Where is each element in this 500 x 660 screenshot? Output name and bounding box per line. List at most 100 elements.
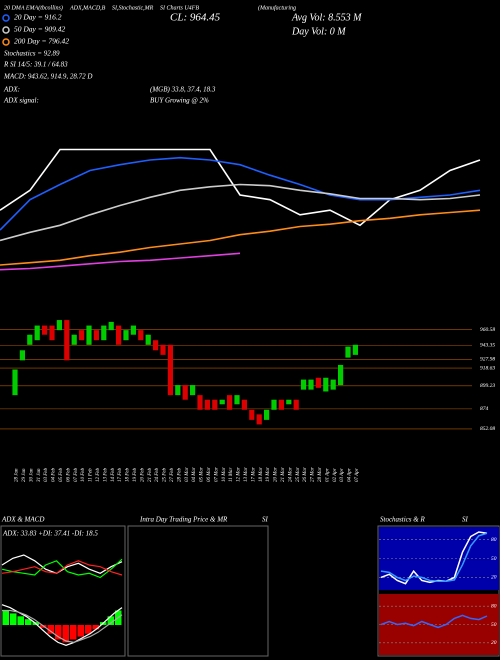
avg-volume: Avg Vol: 8.553 M	[291, 12, 362, 23]
x-tick-label: 17 Feb	[118, 467, 123, 482]
x-tick-label: 01 Apr	[325, 468, 330, 482]
header-text: 20 DMA EMA(tbcollins)	[4, 4, 63, 11]
candle-body	[12, 369, 18, 396]
macd-bar	[85, 625, 92, 634]
x-tick-label: 12 Mar	[237, 467, 242, 482]
indicator-note: Stochastics = 92.89	[4, 50, 60, 58]
indicator-note: (MGB) 33.8, 37.4, 18.3	[150, 86, 216, 94]
x-tick-label: 02 Apr	[333, 468, 338, 482]
candle-body	[19, 350, 25, 361]
candle-body	[264, 409, 270, 420]
candle-body	[34, 325, 40, 341]
y-tick-label: 20	[491, 575, 497, 581]
candle-body	[153, 340, 159, 351]
x-tick-label: 04 Apr	[348, 468, 353, 482]
panel-title: ADX & MACD	[1, 516, 44, 524]
candle-body	[123, 330, 129, 341]
candle-body	[219, 399, 225, 405]
candle-body	[160, 344, 166, 355]
x-tick-label: 07 Feb	[74, 467, 79, 482]
legend-swatch	[2, 14, 10, 22]
x-tick-label: 19 Feb	[133, 467, 138, 482]
macd-bar	[2, 610, 9, 625]
candle-body	[315, 377, 321, 388]
x-tick-label: 28 Jan	[15, 468, 20, 482]
candle-body	[234, 395, 240, 405]
y-tick-label: 80	[491, 537, 497, 543]
line-series	[0, 252, 241, 271]
macd-bar	[17, 616, 24, 625]
y-tick-label: 80	[491, 603, 497, 609]
line-series	[0, 148, 481, 227]
candle-body	[330, 379, 336, 390]
candle-body	[101, 325, 107, 341]
candle-body	[271, 399, 277, 410]
candle-body	[278, 399, 284, 410]
macd-bar	[107, 616, 114, 625]
x-tick-label: 28 Mar	[318, 467, 323, 482]
candle-body	[93, 330, 99, 341]
line-series	[0, 209, 481, 266]
line-series	[1, 558, 123, 579]
x-tick-label: 25 Feb	[163, 467, 168, 482]
legend-label: 200 Day = 796.42	[14, 37, 69, 46]
day-volume: Day Vol: 0 M	[291, 26, 346, 37]
macd-bar	[25, 619, 32, 625]
panel-title: SI	[462, 516, 469, 524]
indicator-note: ADX signal:	[3, 97, 39, 105]
macd-bar	[10, 613, 17, 625]
macd-bar	[62, 625, 69, 643]
candle-body	[79, 330, 85, 341]
macd-bar	[47, 625, 54, 634]
y-tick-label: 943.35	[480, 342, 495, 349]
x-tick-label: 03 Mar	[185, 467, 190, 482]
legend-swatch	[2, 26, 10, 34]
legend-swatch	[2, 38, 10, 46]
indicator-note: MACD: 943.62, 914.9, 28.72 D	[3, 73, 92, 81]
candle-body	[352, 344, 358, 355]
candle-body	[227, 395, 233, 410]
panel-title: SI	[262, 516, 269, 524]
x-tick-label: 20 Mar	[274, 467, 279, 482]
x-tick-label: 14 Feb	[111, 467, 116, 482]
x-tick-label: 13 Feb	[103, 467, 108, 482]
y-tick-label: 50	[491, 622, 497, 628]
y-tick-label: 874	[480, 405, 489, 412]
candle-body	[308, 379, 314, 390]
candle-body	[42, 325, 48, 335]
x-tick-label: 29 Jan	[22, 468, 27, 482]
candle-body	[293, 399, 299, 410]
x-tick-label: 04 Mar	[192, 467, 197, 482]
x-tick-label: 31 Jan	[37, 468, 42, 482]
header-text: SI Charts U4FB	[160, 4, 199, 11]
candle-body	[108, 321, 114, 331]
candle-body	[116, 325, 122, 345]
legend-label: 50 Day = 909.42	[14, 25, 66, 34]
x-tick-label: 17 Mar	[251, 467, 256, 482]
header-text: ADX,MACD,B	[69, 5, 106, 11]
candle-body	[145, 334, 151, 345]
candle-body	[190, 385, 196, 396]
y-tick-label: 960.58	[480, 327, 495, 333]
panel-frame	[377, 525, 500, 657]
x-tick-label: 10 Feb	[81, 467, 86, 482]
candle-body	[286, 399, 292, 405]
candle-body	[86, 325, 92, 345]
macd-bar	[70, 625, 77, 640]
x-tick-label: 24 Mar	[288, 467, 293, 482]
candle-body	[197, 395, 203, 410]
x-tick-label: 18 Mar	[259, 467, 264, 482]
x-tick-label: 27 Mar	[311, 467, 316, 482]
x-tick-label: 06 Mar	[207, 467, 212, 482]
line-series	[2, 609, 123, 644]
x-tick-label: 19 Mar	[266, 467, 271, 482]
line-series	[380, 532, 488, 582]
candle-body	[130, 325, 136, 335]
candle-body	[241, 399, 247, 410]
x-tick-label: 10 Mar	[222, 467, 227, 482]
x-tick-label: 21 Feb	[148, 467, 153, 482]
legend-label: 20 Day = 916.2	[14, 13, 62, 22]
panel-title: Intra Day Trading Price & MR	[139, 516, 228, 524]
line-series	[0, 183, 481, 242]
x-tick-label: 06 Feb	[66, 467, 71, 482]
